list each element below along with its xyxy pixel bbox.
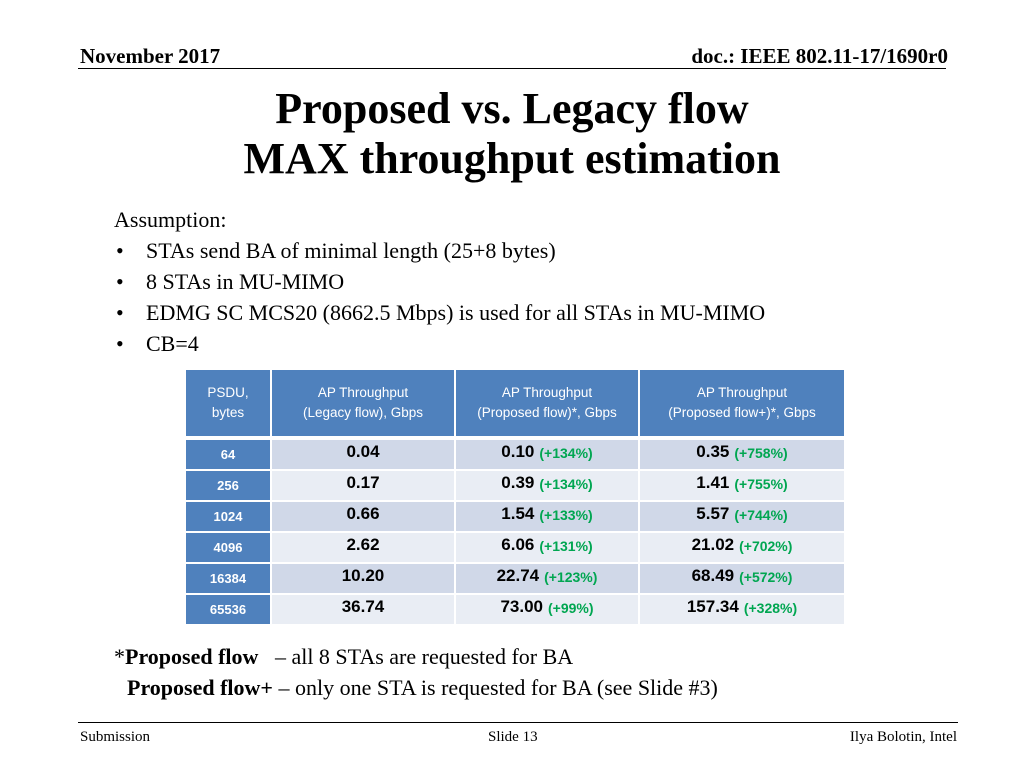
column-header-legacy: AP Throughput (Legacy flow), Gbps [272, 370, 454, 436]
footer-author: Ilya Bolotin, Intel [849, 729, 957, 745]
assumption-item: • CB=4 [114, 328, 765, 359]
header-date: November 2017 [80, 44, 221, 68]
proposed-throughput-cell: 0.39 (+134%) [456, 471, 638, 500]
assumptions-heading: Assumption: [114, 207, 227, 232]
proposed-throughput-cell: 73.00 (+99%) [456, 595, 638, 624]
bullet-icon: • [116, 300, 124, 325]
proposed-plus-throughput-cell: 21.02 (+702%) [640, 533, 844, 562]
assumption-item: • EDMG SC MCS20 (8662.5 Mbps) is used for… [114, 297, 765, 328]
assumption-text: CB=4 [146, 331, 199, 356]
bullet-icon: • [116, 238, 124, 263]
header-divider [78, 68, 946, 69]
footnote-definition: – all 8 STAs are requested for BA [274, 644, 574, 669]
proposed-plus-throughput-cell: 68.49 (+572%) [640, 564, 844, 593]
footer-divider [78, 722, 958, 723]
assumption-text: EDMG SC MCS20 (8662.5 Mbps) is used for … [146, 300, 766, 325]
row-header-psdu: 65536 [186, 595, 270, 624]
assumption-item: • 8 STAs in MU-MIMO [114, 266, 765, 297]
proposed-plus-throughput-cell: 5.57 (+744%) [640, 502, 844, 531]
legacy-throughput-cell: 0.66 [272, 502, 454, 531]
slide-title-line-1: Proposed vs. Legacy flow [275, 84, 749, 133]
bullet-icon: • [116, 331, 124, 356]
legacy-throughput-cell: 0.17 [272, 471, 454, 500]
footer-submission: Submission [80, 729, 151, 745]
footnote-proposed-flow-plus: Proposed flow+ – only one STA is request… [127, 675, 718, 701]
row-header-psdu: 256 [186, 471, 270, 500]
footnote-definition: – only one STA is requested for BA (see … [278, 675, 718, 700]
legacy-throughput-cell: 10.20 [272, 564, 454, 593]
footnote-term: Proposed flow [125, 644, 259, 669]
column-header-psdu: PSDU, bytes [186, 370, 270, 436]
assumptions-list: • STAs send BA of minimal length (25+8 by… [114, 235, 765, 359]
legacy-throughput-cell: 2.62 [272, 533, 454, 562]
assumption-text: STAs send BA of minimal length (25+8 byt… [146, 238, 556, 263]
proposed-throughput-cell: 0.10 (+134%) [456, 440, 638, 469]
row-header-psdu: 4096 [186, 533, 270, 562]
footnote-asterisk: * [114, 644, 125, 669]
column-header-proposed: AP Throughput (Proposed flow)*, Gbps [456, 370, 638, 436]
assumption-text: 8 STAs in MU-MIMO [146, 269, 345, 294]
row-header-psdu: 16384 [186, 564, 270, 593]
legacy-throughput-cell: 36.74 [272, 595, 454, 624]
proposed-plus-throughput-cell: 1.41 (+755%) [640, 471, 844, 500]
slide-title-line-2: MAX throughput estimation [243, 134, 781, 183]
assumption-item: • STAs send BA of minimal length (25+8 by… [114, 235, 765, 266]
legacy-throughput-cell: 0.04 [272, 440, 454, 469]
row-header-psdu: 64 [186, 440, 270, 469]
column-header-proposed-plus: AP Throughput (Proposed flow+)*, Gbps [640, 370, 844, 436]
proposed-plus-throughput-cell: 157.34 (+328%) [640, 595, 844, 624]
proposed-throughput-cell: 6.06 (+131%) [456, 533, 638, 562]
footnote-term: Proposed flow+ [127, 675, 273, 700]
footnote-proposed-flow: *Proposed flow – all 8 STAs are requeste… [114, 644, 573, 670]
proposed-plus-throughput-cell: 0.35 (+758%) [640, 440, 844, 469]
row-header-psdu: 1024 [186, 502, 270, 531]
assumptions-block: Assumption: • STAs send BA of minimal len… [114, 204, 765, 359]
proposed-throughput-cell: 1.54 (+133%) [456, 502, 638, 531]
header-doc-id: doc.: IEEE 802.11-17/1690r0 [691, 44, 948, 68]
footer-slide-number: Slide 13 [488, 729, 538, 745]
bullet-icon: • [116, 269, 124, 294]
proposed-throughput-cell: 22.74 (+123%) [456, 564, 638, 593]
